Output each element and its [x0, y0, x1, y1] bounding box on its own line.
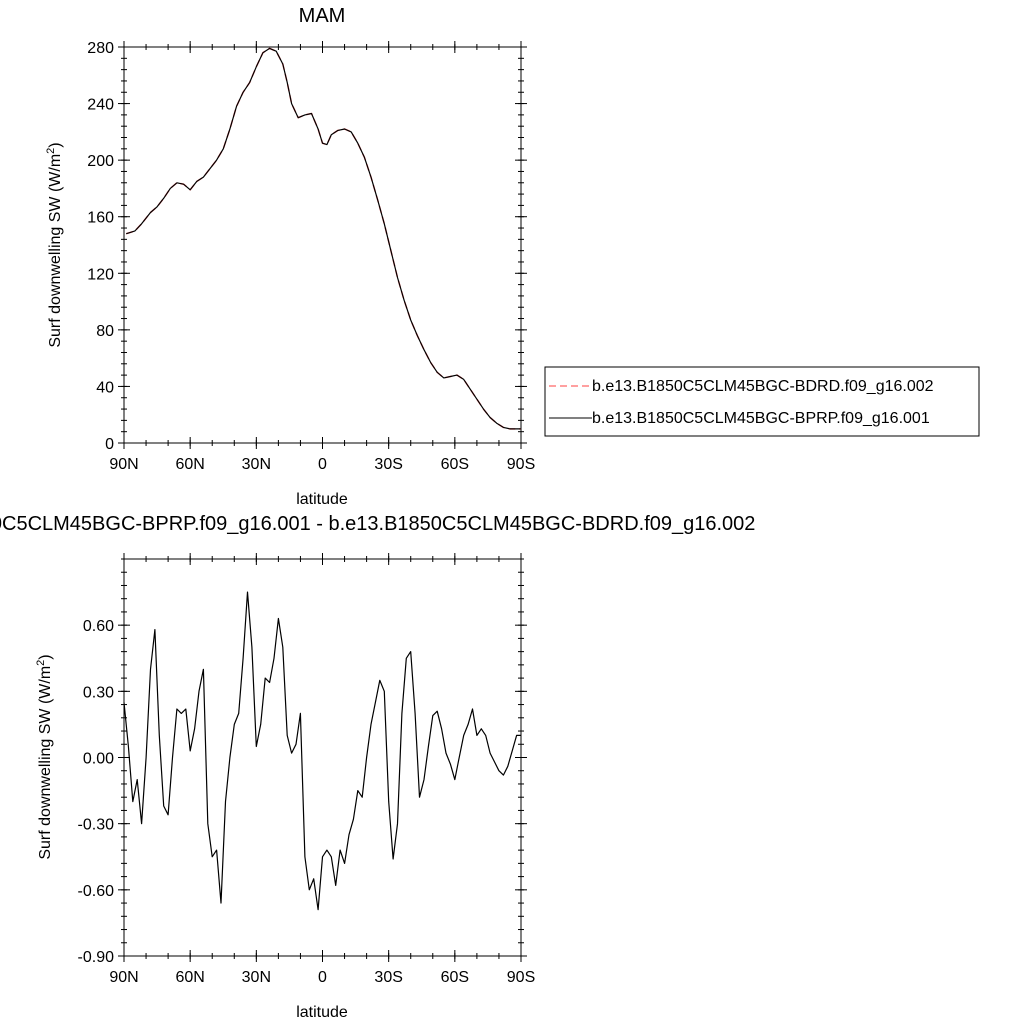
y-tick-label: 40 [96, 379, 114, 396]
x-tick-label: 90S [507, 969, 535, 986]
y-tick-label: 240 [87, 97, 114, 114]
legend-label-bdrd: b.e13.B1850C5CLM45BGC-BDRD.f09_g16.002 [592, 378, 934, 395]
x-tick-labels: 90N 60N 30N 0 30S 60S 90S [109, 969, 535, 986]
axis-ticks [118, 553, 527, 962]
y-axis-label: Surf downwelling SW (W/m2) [35, 654, 54, 859]
x-tick-label: 90S [507, 456, 535, 473]
y-tick-label: 120 [87, 266, 114, 283]
y-tick-label: 280 [87, 40, 114, 57]
chart-difference: b.e13.B1850C5CLM45BGC-BPRP.f09_g16.001 -… [0, 513, 755, 1021]
y-axis-label-text: Surf downwelling SW (W/m [37, 666, 54, 860]
series-line-2 [126, 47, 521, 430]
axis-ticks [118, 41, 527, 449]
y-tick-label: 80 [96, 323, 114, 340]
chart-title: b.e13.B1850C5CLM45BGC-BPRP.f09_g16.001 -… [0, 513, 755, 535]
y-tick-label: 200 [87, 153, 114, 170]
y-axis-label-superscript: 2 [45, 148, 57, 154]
chart-mam: MAM 0 40 80 120 160 200 240 280 90N 60N 30N 0 30S 60… [45, 5, 980, 508]
x-tick-label: 30S [374, 969, 402, 986]
x-axis-label: latitude [296, 1004, 348, 1021]
x-tick-label: 60S [441, 456, 469, 473]
x-tick-label: 90N [109, 969, 138, 986]
chart-title: MAM [299, 5, 346, 27]
series-layer [125, 47, 521, 430]
x-tick-label: 90N [109, 456, 138, 473]
x-tick-label: 60S [441, 969, 469, 986]
y-axis-label-superscript: 2 [35, 660, 47, 666]
legend-label-bprp: b.e13.B1850C5CLM45BGC-BPRP.f09_g16.001 [592, 410, 930, 427]
x-tick-label: 60N [175, 456, 204, 473]
y-tick-label: 160 [87, 210, 114, 227]
x-tick-label: 60N [175, 969, 204, 986]
x-axis-label: latitude [296, 491, 348, 508]
plot-frame [123, 46, 522, 444]
y-axis-label-text: Surf downwelling SW (W/m [47, 154, 64, 348]
legend: b.e13.B1850C5CLM45BGC-BDRD.f09_g16.002 b… [544, 366, 980, 437]
x-tick-label: 30S [374, 456, 402, 473]
y-tick-labels: 0 40 80 120 160 200 240 280 [87, 40, 114, 453]
y-tick-label: -0.60 [78, 883, 115, 900]
x-tick-label: 0 [318, 456, 327, 473]
y-axis-label-close: ) [37, 654, 54, 659]
y-tick-labels: -0.90 -0.60 -0.30 0.00 0.30 0.60 [78, 618, 115, 966]
legend-box [544, 366, 980, 437]
y-axis-label: Surf downwelling SW (W/m2) [45, 142, 64, 347]
y-tick-label: 0.30 [83, 684, 114, 701]
y-tick-label: 0 [105, 436, 114, 453]
y-tick-label: 0.60 [83, 618, 114, 635]
y-tick-label: -0.90 [78, 949, 115, 966]
series-line-1 [125, 47, 521, 430]
y-tick-label: -0.30 [78, 817, 115, 834]
x-tick-labels: 90N 60N 30N 0 30S 60S 90S [109, 456, 535, 473]
x-tick-label: 30N [242, 456, 271, 473]
x-tick-label: 0 [318, 969, 327, 986]
series-line-1 [123, 591, 521, 911]
plot-frame [123, 558, 522, 957]
x-tick-label: 30N [242, 969, 271, 986]
y-tick-label: 0.00 [83, 751, 114, 768]
y-axis-label-close: ) [47, 142, 64, 147]
series-layer [123, 591, 521, 911]
